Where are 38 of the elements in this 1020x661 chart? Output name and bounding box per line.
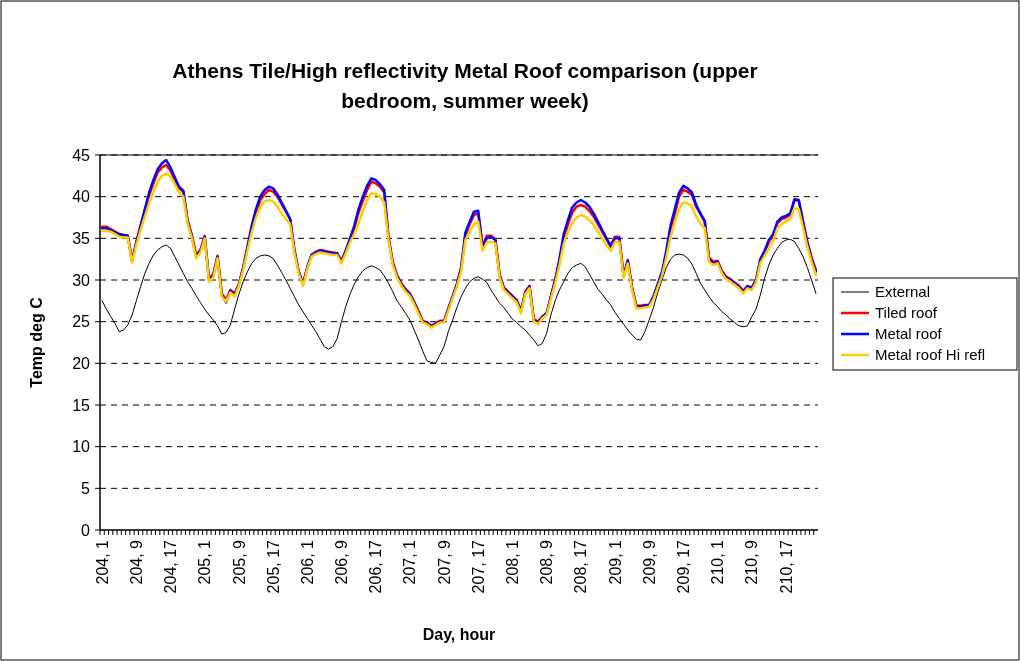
x-tick-label: 210, 9	[743, 539, 761, 585]
x-axis-title: Day, hour	[422, 626, 496, 643]
x-tick-label: 206, 17	[367, 539, 385, 594]
x-tick-label: 206, 1	[298, 539, 316, 585]
x-tick-label: 208, 1	[504, 539, 522, 585]
y-tick-label: 5	[81, 479, 91, 497]
x-tick-label: 205, 9	[230, 539, 248, 585]
legend-label: External	[875, 283, 931, 301]
y-tick-label: 30	[72, 271, 91, 289]
chart-title: Athens Tile/High reflectivity Metal Roof comparison (upper bedroom, summer week)	[172, 59, 758, 112]
y-axis-title: Temp deg C	[28, 296, 45, 388]
x-tick-label: 208, 17	[572, 539, 590, 594]
y-tick-label: 0	[81, 521, 91, 539]
legend-label: Tiled roof	[875, 304, 938, 322]
y-tick-label: 10	[72, 438, 91, 456]
x-tick-label: 209, 1	[606, 539, 624, 585]
legend-label: Metal roof	[875, 325, 943, 343]
x-tick-label: 207, 9	[435, 539, 453, 585]
y-tick-label: 45	[72, 146, 91, 164]
x-tick-label: 204, 9	[127, 539, 145, 585]
y-tick-label: 25	[72, 313, 91, 331]
x-tick-label: 210, 1	[709, 539, 727, 585]
legend-label: Metal roof Hi refl	[875, 346, 986, 364]
y-tick-label: 20	[72, 354, 91, 372]
x-tick-label: 205, 1	[196, 539, 214, 585]
y-tick-label: 15	[72, 396, 91, 414]
y-tick-label: 40	[72, 188, 91, 206]
x-tick-label: 206, 9	[333, 539, 351, 585]
x-tick-label: 207, 17	[469, 539, 487, 594]
x-tick-label: 208, 9	[538, 539, 556, 585]
x-tick-label: 204, 1	[93, 539, 111, 585]
x-tick-label: 204, 17	[162, 539, 180, 594]
x-tick-label: 205, 17	[264, 539, 282, 594]
x-tick-label: 209, 9	[640, 539, 658, 585]
y-tick-label: 35	[72, 229, 91, 247]
x-tick-label: 207, 1	[401, 539, 419, 585]
x-tick-label: 209, 17	[674, 539, 692, 594]
x-tick-label: 210, 17	[777, 539, 795, 594]
